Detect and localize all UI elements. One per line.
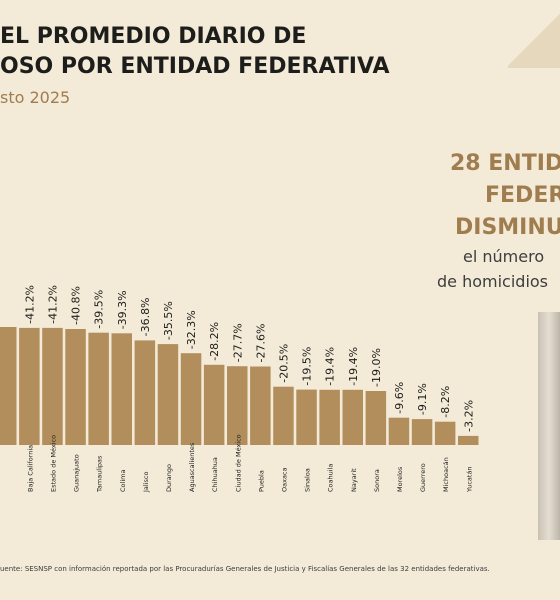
title-line-1: EL PROMEDIO DIARIO DE	[0, 24, 307, 49]
category-label: Morelos	[396, 466, 404, 492]
bar	[227, 366, 248, 445]
value-label: -20.5%	[278, 344, 291, 383]
side-panel-heading: 28 ENTID FEDERAT DISMINUY	[425, 148, 560, 244]
category-label: Nayarit	[350, 468, 358, 492]
bar	[19, 327, 40, 445]
bar	[273, 386, 294, 445]
bar	[0, 327, 17, 445]
bar	[42, 327, 63, 445]
side-subtext-line-1: el número	[463, 247, 545, 266]
side-subtext-line-2: de homicidios	[437, 272, 549, 291]
value-label: -19.4%	[347, 347, 360, 386]
category-label: Aguascalientes	[188, 442, 196, 492]
value-label: -9.6%	[393, 382, 406, 414]
bar	[203, 364, 225, 445]
category-label: Colima	[119, 470, 127, 492]
category-label: Tamaulipas	[96, 455, 104, 493]
bar	[65, 329, 86, 445]
photo-strip	[538, 312, 560, 540]
bar	[434, 421, 456, 445]
bar	[157, 344, 179, 445]
value-label: -3.2%	[462, 400, 475, 432]
side-heading-line-1: 28 ENTID	[450, 151, 560, 176]
value-label: -41.2%	[47, 285, 60, 324]
value-label: -19.4%	[324, 347, 337, 386]
category-label: Sonora	[373, 469, 381, 492]
bar	[180, 353, 202, 445]
bar	[365, 391, 387, 445]
bar	[319, 389, 340, 445]
category-label: Yucatán	[465, 466, 473, 493]
title-line-2: OSO POR ENTIDAD FEDERATIVA	[0, 54, 390, 79]
page-title: EL PROMEDIO DIARIO DE OSO POR ENTIDAD FE…	[0, 22, 390, 82]
category-label: Chihuahua	[211, 457, 219, 492]
category-label: Sinaloa	[304, 468, 312, 492]
corner-decoration	[508, 0, 560, 68]
category-label: Durango	[165, 464, 173, 492]
side-heading-line-2: FEDERAT	[485, 183, 560, 208]
category-label: Oaxaca	[281, 467, 289, 492]
bar	[388, 417, 410, 445]
value-label: -27.6%	[254, 324, 267, 363]
category-label: Baja California	[26, 445, 34, 492]
value-label: -36.8%	[139, 297, 152, 336]
bar	[296, 389, 317, 445]
side-panel: 28 ENTID FEDERAT DISMINUY el número de h…	[425, 148, 560, 294]
value-label: -39.5%	[93, 290, 106, 329]
category-label: Guanajuato	[73, 454, 81, 492]
bar	[342, 389, 363, 445]
value-label: -40.8%	[70, 286, 83, 325]
category-label: Jalisco	[142, 472, 150, 493]
value-label: -8.2%	[439, 386, 452, 418]
value-label: -39.3%	[116, 290, 129, 329]
bar	[111, 333, 132, 445]
side-panel-subtext: el número de homicidios	[425, 244, 560, 294]
category-label: Coahuila	[327, 464, 335, 492]
value-label: -9.1%	[416, 383, 429, 415]
category-label: Estado de México	[50, 435, 58, 492]
bar	[458, 435, 479, 445]
category-label: Michoacán	[442, 457, 450, 492]
value-label: -41.2%	[23, 285, 36, 324]
bar	[411, 419, 433, 445]
value-label: -27.7%	[231, 323, 244, 362]
side-heading-line-3: DISMINUY	[455, 215, 560, 240]
source-footnote: uente: SESNSP con información reportada …	[0, 565, 490, 573]
value-label: -35.5%	[162, 301, 175, 340]
bar-chart: -41.2% Baja California -41.2% Estado de Méx…	[0, 285, 479, 493]
bar	[250, 366, 271, 445]
category-label: Guerrero	[419, 463, 427, 492]
bar	[134, 340, 156, 445]
bar	[88, 332, 109, 445]
value-label: -32.3%	[185, 310, 198, 349]
value-label: -19.5%	[301, 347, 314, 386]
value-label: -28.2%	[208, 322, 221, 361]
category-label: Puebla	[257, 470, 265, 492]
category-label: Ciudad de México	[234, 434, 242, 492]
period-subtitle: sto 2025	[0, 88, 71, 107]
value-label: -19.0%	[370, 348, 383, 387]
